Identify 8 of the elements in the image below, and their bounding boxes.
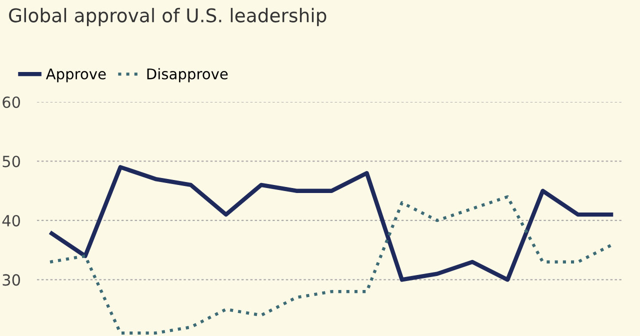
y-tick-label: 30 [2, 274, 20, 286]
y-tick-label: 50 [2, 156, 20, 168]
legend-label: Disapprove [147, 68, 228, 82]
legend-label: Approve [46, 68, 106, 82]
chart-title: Global approval of U.S. leadership [9, 8, 326, 26]
y-tick-label: 60 [2, 96, 20, 108]
line-series [48, 165, 616, 282]
y-tick-label: 40 [2, 214, 20, 227]
